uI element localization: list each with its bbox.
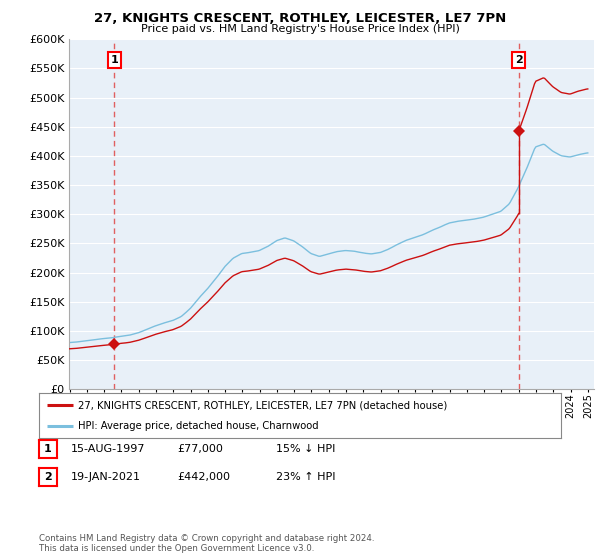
Text: 19-JAN-2021: 19-JAN-2021 — [71, 472, 141, 482]
Text: 27, KNIGHTS CRESCENT, ROTHLEY, LEICESTER, LE7 7PN (detached house): 27, KNIGHTS CRESCENT, ROTHLEY, LEICESTER… — [78, 400, 448, 410]
Text: 15-AUG-1997: 15-AUG-1997 — [71, 444, 145, 454]
Text: 27, KNIGHTS CRESCENT, ROTHLEY, LEICESTER, LE7 7PN: 27, KNIGHTS CRESCENT, ROTHLEY, LEICESTER… — [94, 12, 506, 25]
Text: Price paid vs. HM Land Registry's House Price Index (HPI): Price paid vs. HM Land Registry's House … — [140, 24, 460, 34]
Text: 2: 2 — [44, 472, 52, 482]
Text: HPI: Average price, detached house, Charnwood: HPI: Average price, detached house, Char… — [78, 421, 319, 431]
Text: Contains HM Land Registry data © Crown copyright and database right 2024.
This d: Contains HM Land Registry data © Crown c… — [39, 534, 374, 553]
Text: 23% ↑ HPI: 23% ↑ HPI — [276, 472, 335, 482]
Text: 1: 1 — [110, 55, 118, 65]
Text: 15% ↓ HPI: 15% ↓ HPI — [276, 444, 335, 454]
Text: 1: 1 — [44, 444, 52, 454]
Text: £442,000: £442,000 — [177, 472, 230, 482]
Text: 2: 2 — [515, 55, 523, 65]
Text: £77,000: £77,000 — [177, 444, 223, 454]
